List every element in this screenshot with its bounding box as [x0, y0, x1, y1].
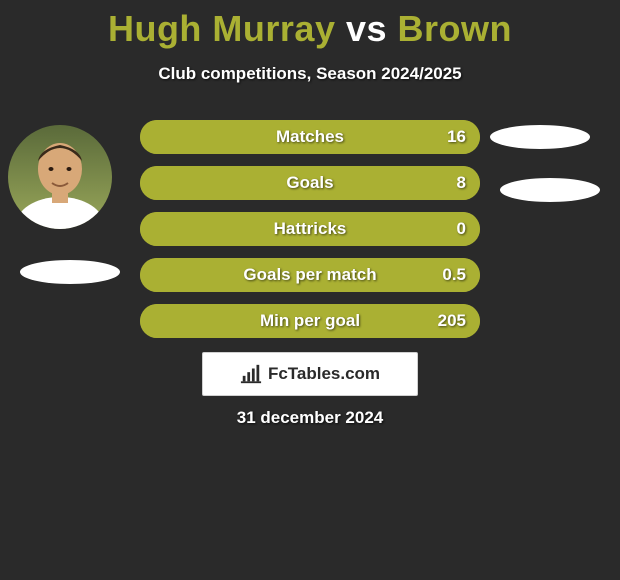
- title-vs: vs: [346, 8, 387, 49]
- page-title: Hugh Murray vs Brown: [0, 0, 620, 50]
- stat-row: Goals per match 0.5: [140, 258, 480, 292]
- stat-label: Goals: [286, 173, 333, 193]
- stat-value: 205: [438, 311, 466, 331]
- avatar-illustration: [8, 125, 112, 229]
- subtitle: Club competitions, Season 2024/2025: [0, 64, 620, 84]
- title-player1: Hugh Murray: [108, 8, 336, 49]
- stat-row: Goals 8: [140, 166, 480, 200]
- stat-row: Min per goal 205: [140, 304, 480, 338]
- stat-value: 0.5: [442, 265, 466, 285]
- footer-date: 31 december 2024: [0, 408, 620, 428]
- ellipse-right-2: [500, 178, 600, 202]
- stat-value: 0: [457, 219, 466, 239]
- stat-value: 16: [447, 127, 466, 147]
- stats-table: Matches 16 Goals 8 Hattricks 0 Goals per match…: [140, 120, 480, 350]
- title-player2: Brown: [398, 8, 513, 49]
- stat-value: 8: [457, 173, 466, 193]
- stat-row: Hattricks 0: [140, 212, 480, 246]
- bar-chart-icon: [240, 363, 262, 385]
- stat-label: Min per goal: [260, 311, 360, 331]
- ellipse-right-1: [490, 125, 590, 149]
- stat-label: Matches: [276, 127, 344, 147]
- footer-badge[interactable]: FcTables.com: [202, 352, 418, 396]
- player1-avatar: [8, 125, 112, 229]
- stat-label: Hattricks: [274, 219, 347, 239]
- footer-badge-text: FcTables.com: [268, 364, 380, 384]
- stat-label: Goals per match: [243, 265, 376, 285]
- stat-row: Matches 16: [140, 120, 480, 154]
- ellipse-left: [20, 260, 120, 284]
